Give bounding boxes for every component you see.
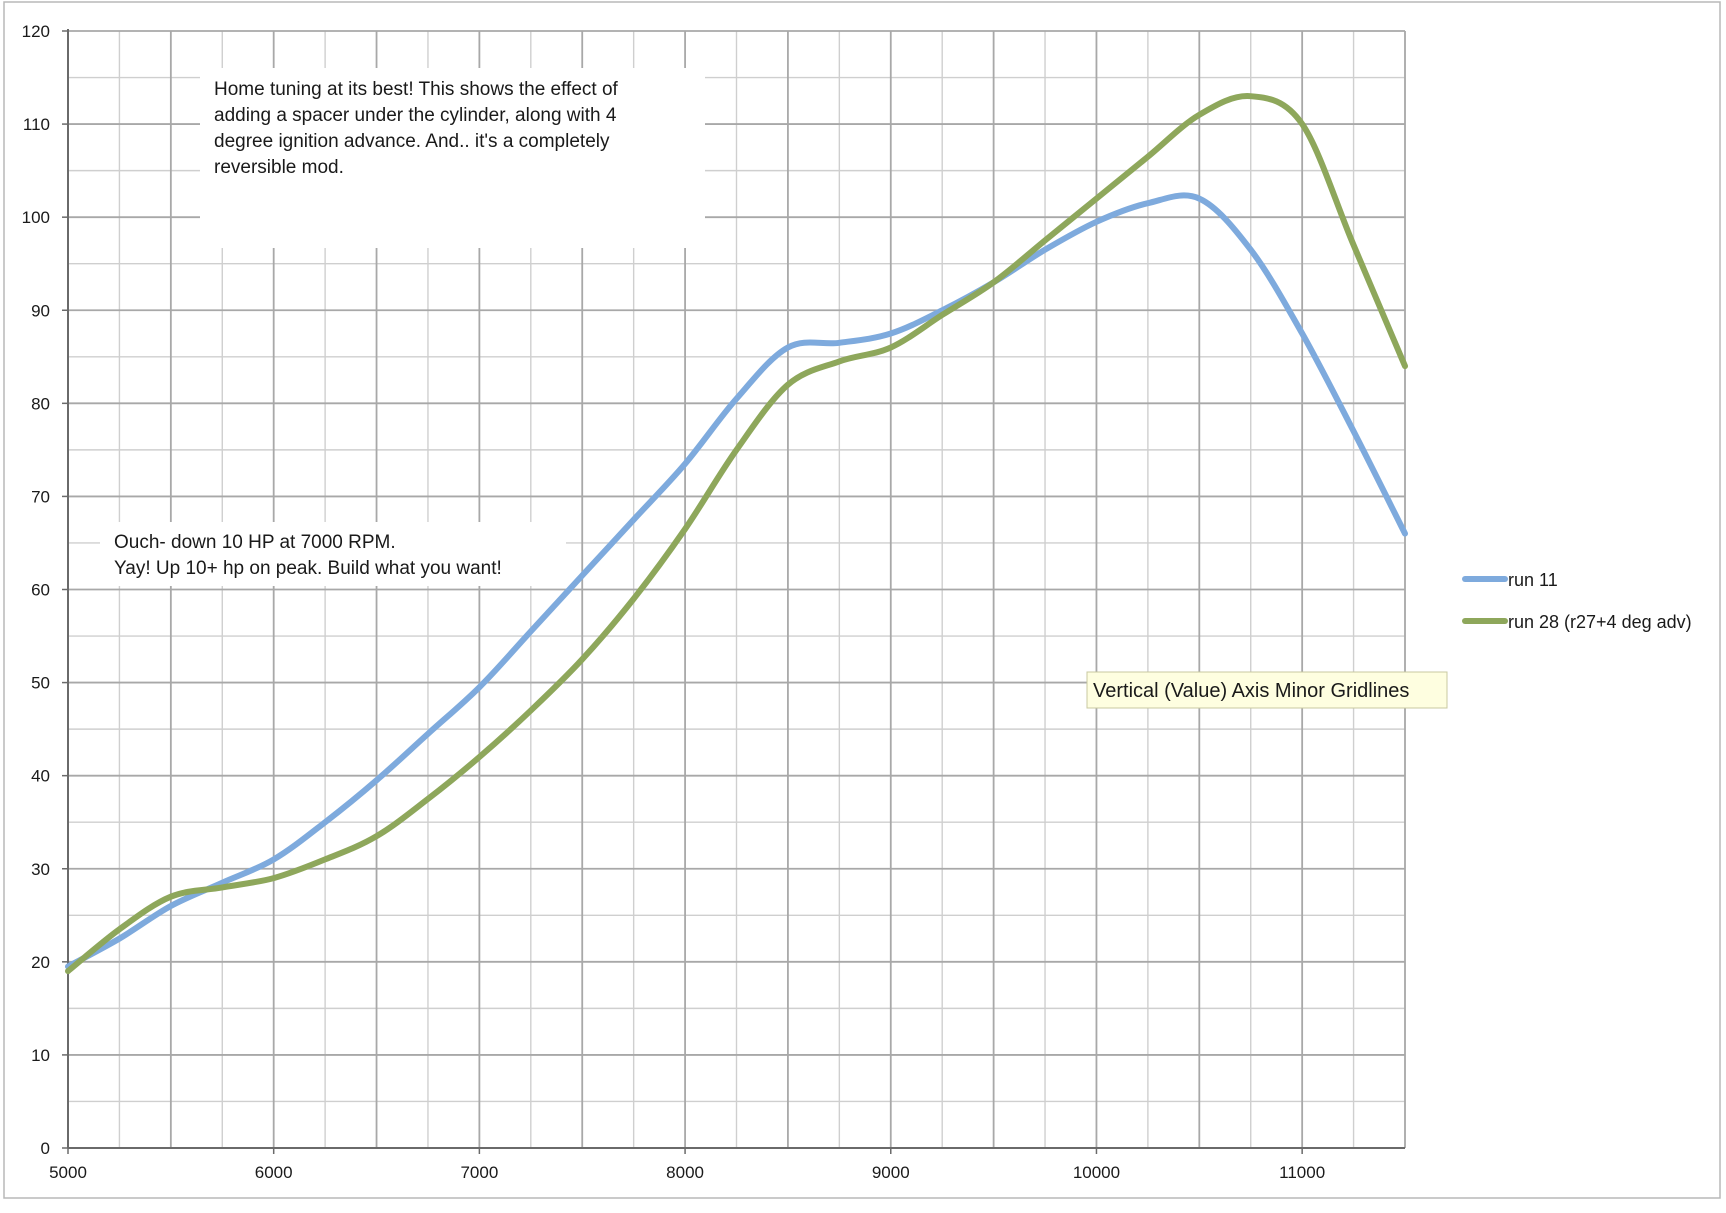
- axes: 0 10 20 30 40 50 60 70 80 90 100 110 120 5000 6000 7000…: [22, 22, 1405, 1182]
- legend: run 11 run 28 (r27+4 deg adv): [1462, 570, 1692, 632]
- series-line-run-11[interactable]: [65, 192, 1408, 970]
- y-tick-label: 120: [22, 22, 50, 41]
- series-lines: [65, 93, 1408, 975]
- y-tick-label: 80: [31, 394, 50, 413]
- y-tick-label: 110: [23, 115, 50, 134]
- grid-lines: [67, 30, 1406, 1149]
- x-tick-label: 9000: [872, 1163, 910, 1182]
- annotation-line: reversible mod.: [214, 157, 344, 178]
- y-tick-label: 40: [31, 767, 50, 786]
- y-tick-label: 30: [31, 860, 50, 879]
- annotation-line-1: Ouch- down 10 HP at 7000 RPM.: [114, 532, 396, 553]
- x-tick-label: 5000: [49, 1163, 87, 1182]
- y-tick-label: 20: [31, 953, 50, 972]
- tooltip: Vertical (Value) Axis Minor Gridlines: [1086, 671, 1448, 709]
- y-tick-label: 0: [41, 1139, 50, 1158]
- legend-label-run-28: run 28 (r27+4 deg adv): [1508, 612, 1692, 632]
- y-tick-label: 90: [31, 301, 50, 320]
- y-tick-label: 50: [31, 674, 50, 693]
- x-tick-label: 7000: [460, 1163, 498, 1182]
- y-tick-label: 10: [31, 1046, 50, 1065]
- annotation-line-2: Yay! Up 10+ hp on peak. Build what you w…: [114, 558, 502, 579]
- tooltip-text: Vertical (Value) Axis Minor Gridlines: [1093, 680, 1409, 702]
- y-tick-label: 100: [22, 208, 50, 227]
- x-tick-label: 6000: [255, 1163, 293, 1182]
- x-tick-label: 8000: [666, 1163, 704, 1182]
- y-tick-label: 70: [31, 487, 50, 506]
- tooltip-background: [1086, 671, 1448, 709]
- y-tick-label: 60: [31, 581, 50, 600]
- annotation-line: degree ignition advance. And.. it's a co…: [214, 131, 610, 152]
- annotation-box-middle[interactable]: Ouch- down 10 HP at 7000 RPM. Yay! Up 10…: [100, 522, 566, 586]
- annotation-line: adding a spacer under the cylinder, alon…: [214, 105, 617, 126]
- x-tick-label: 11000: [1279, 1163, 1325, 1182]
- annotation-line: Home tuning at its best! This shows the …: [214, 79, 619, 100]
- x-tick-label: 10000: [1073, 1163, 1120, 1182]
- annotation-box-top[interactable]: Home tuning at its best! This shows the …: [200, 68, 705, 252]
- series-line-run-28[interactable]: [65, 93, 1408, 975]
- legend-label-run-11: run 11: [1508, 570, 1558, 590]
